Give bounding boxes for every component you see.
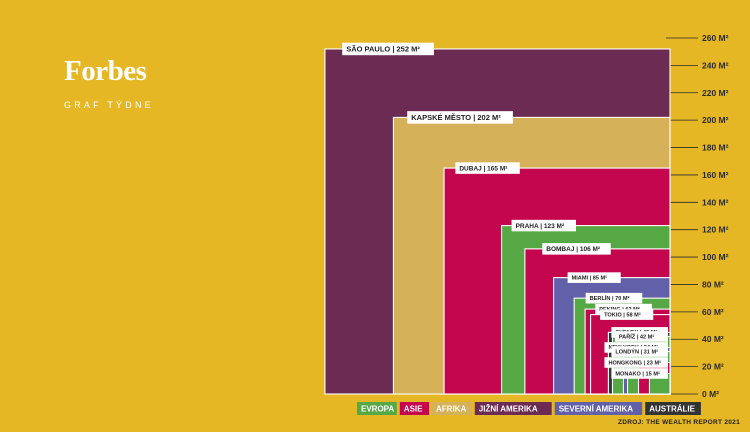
square-label-box [604,357,668,368]
legend-swatch-europe [357,402,397,415]
square-label-box [542,243,611,255]
square-label: LONDÝN | 31 M² [615,348,658,355]
legend-label-south_america: JIŽNÍ AMERIKA [479,405,538,414]
square-label: HONGKONG | 23 M² [608,359,661,366]
square-label-box [600,309,654,320]
brand-block: Forbes GRAF TÝDNE [64,56,154,110]
y-tick-label: 240 M² [702,60,729,70]
legend: EVROPA ASIE AFRIKA JIŽNÍ AMERIKA SEVERNÍ AME… [357,402,701,415]
square-label: KAPSKÉ MĚSTO | 202 M² [411,113,501,122]
y-tick-label: 60 M² [702,307,724,317]
square-label: TOKIO | 58 M² [604,311,641,318]
source-note: ZDROJ: THE WEALTH REPORT 2021 [618,419,740,426]
legend-swatch-north_america [554,402,643,415]
legend-label-africa: AFRIKA [436,405,466,414]
square-label-box [342,42,434,56]
brand-subtitle: GRAF TÝDNE [64,100,154,110]
y-tick-label: 80 M² [702,279,724,289]
legend-swatch-africa [432,402,472,415]
square-label-box [455,162,520,174]
square-label: BERLÍN | 70 M² [590,294,630,302]
square-label: BOMBAJ | 106 M² [546,246,601,253]
y-tick-label: 160 M² [702,170,729,180]
square-labels: SÃO PAULO | 252 M² KAPSKÉ MĚSTO | 202 M² D… [342,42,668,379]
brand-logo: Forbes [64,55,147,87]
square-label-box [611,346,668,357]
legend-label-asia: ASIE [404,405,423,414]
y-tick-label: 180 M² [702,143,729,153]
square-label: SÃO PAULO | 252 M² [346,45,420,54]
y-tick-label: 0 M² [702,389,719,399]
y-tick-label: 100 M² [702,252,729,262]
square-label-box [567,272,621,283]
legend-label-europe: EVROPA [361,405,394,414]
square-label: PAŘÍŽ | 42 M² [619,332,654,340]
y-tick-label: 40 M² [702,334,724,344]
square-label-box [585,292,643,304]
square-label: DUBAJ | 165 M² [459,165,508,172]
legend-swatch-asia [399,402,429,415]
y-tick-label: 120 M² [702,225,729,235]
square-label-box [611,368,668,379]
square-label: PRAHA | 123 M² [516,223,565,230]
y-tick-label: 220 M² [702,88,729,98]
y-tick-label: 140 M² [702,197,729,207]
y-axis: 0 M² 20 M² 40 M² 60 M² 80 M² 100 M² 120 M² 140 … [666,33,729,399]
legend-swatch-south_america [474,402,552,415]
legend-swatch-australia [645,402,701,415]
square-label-box [407,111,513,124]
square-label-box [511,219,577,232]
legend-label-north_america: SEVERNÍ AMERIKA [559,405,634,414]
legend-label-australia: AUSTRÁLIE [649,405,695,414]
y-tick-label: 260 M² [702,33,729,43]
square-label: MIAMI | 85 M² [572,274,608,281]
square-label-box [614,331,668,342]
y-tick-label: 200 M² [702,115,729,125]
y-tick-label: 20 M² [702,362,724,372]
square-label-box [595,303,652,315]
square-label: MONAKO | 15 M² [615,370,660,377]
